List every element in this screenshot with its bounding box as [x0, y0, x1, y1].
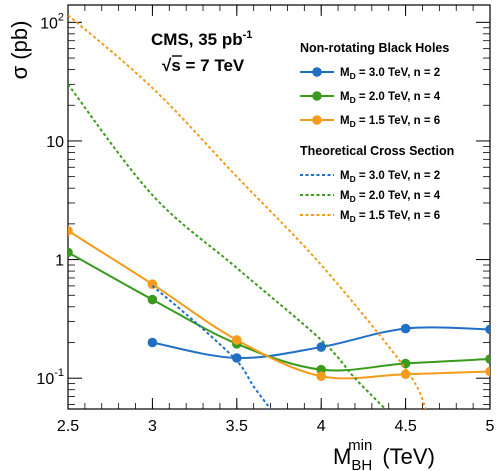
legend-label: MD = 3.0 TeV, n = 2	[340, 170, 440, 184]
data-point	[316, 371, 327, 381]
legend-label-rest: = 1.5 TeV, n = 6	[356, 115, 440, 127]
legend-label-rest: = 3.0 TeV, n = 2	[356, 67, 440, 79]
y-tick-base: 10	[36, 371, 54, 388]
axis-ticks	[67, 5, 491, 409]
legend-label-rest: = 2.0 TeV, n = 4	[356, 91, 441, 103]
data-point	[485, 324, 490, 335]
legend-label-sub: D	[350, 174, 356, 184]
y-axis-title: σ (pb)	[7, 21, 32, 80]
x-axis-title-main: M	[333, 444, 351, 469]
x-tick-label: 3	[148, 418, 157, 435]
measured-line-2	[68, 229, 490, 380]
measured-line-1	[68, 251, 490, 372]
data-point	[232, 335, 242, 345]
theory-line-4	[68, 83, 387, 409]
y-tick-label: 10-1	[36, 367, 64, 388]
x-axis-title-sup: min	[348, 437, 372, 454]
data-point	[485, 354, 490, 364]
legend-label-sub: D	[350, 214, 356, 224]
legend-label-sub: D	[350, 71, 356, 81]
legend-label-sub: D	[350, 95, 356, 105]
energy-text: s = 7 TeV	[171, 56, 245, 75]
legend-label-sub: D	[350, 194, 356, 204]
y-tick-base: 1	[55, 253, 64, 270]
data-point	[316, 342, 327, 352]
legend-label-rest: = 3.0 TeV, n = 2	[356, 170, 440, 182]
y-tick-label: 10	[46, 134, 64, 151]
energy-label: √s = 7 TeV	[162, 56, 245, 75]
data-point	[400, 358, 411, 369]
data-point	[147, 294, 158, 305]
data-point	[68, 247, 73, 258]
data-point	[147, 337, 158, 348]
energy-root: √	[162, 56, 172, 75]
legend-label: MD = 1.5 TeV, n = 6	[340, 210, 440, 224]
data-point	[147, 279, 158, 290]
x-tick-label: 2.5	[57, 418, 79, 435]
legend-entries: MD = 3.0 TeV, n = 2MD = 2.0 TeV, n = 4MD…	[300, 67, 441, 224]
x-axis-title-sub: BH	[351, 457, 372, 471]
theory-line-5	[68, 14, 427, 409]
legend-marker	[312, 91, 322, 101]
legend-label-rest: = 1.5 TeV, n = 6	[356, 210, 440, 222]
legend-label-main: M	[340, 210, 350, 222]
y-tick-base: 10	[46, 134, 64, 151]
y-tick-label: 1	[55, 253, 64, 270]
legend-group-theory-title: Theoretical Cross Section	[300, 144, 454, 158]
data-point	[68, 225, 73, 236]
experiment-sup: -1	[243, 29, 253, 41]
data-point	[485, 366, 490, 377]
theory-line-3	[151, 285, 272, 409]
legend-label-main: M	[340, 67, 350, 79]
legend-label-main: M	[340, 170, 350, 182]
y-tick-base: 10	[40, 15, 58, 32]
data-point	[232, 353, 242, 363]
legend-group-measured-title: Non-rotating Black Holes	[300, 41, 449, 55]
experiment-text: CMS, 35 pb	[151, 30, 243, 49]
series-layer	[68, 14, 490, 409]
x-tick-label: 4	[317, 418, 326, 435]
legend: Non-rotating Black Holes Theoretical Cro…	[300, 41, 454, 224]
y-tick-exp: -1	[54, 367, 64, 379]
x-tick-label: 4.5	[394, 418, 416, 435]
legend-label: MD = 1.5 TeV, n = 6	[340, 115, 440, 129]
x-tick-label: 5	[486, 418, 495, 435]
legend-label: MD = 3.0 TeV, n = 2	[340, 67, 440, 81]
legend-label-sub: D	[350, 119, 356, 129]
legend-label: MD = 2.0 TeV, n = 4	[340, 190, 441, 204]
legend-label: MD = 2.0 TeV, n = 4	[340, 91, 441, 105]
plot-frame	[67, 4, 491, 410]
legend-marker	[312, 67, 322, 77]
legend-marker	[312, 115, 322, 125]
legend-label-rest: = 2.0 TeV, n = 4	[356, 190, 441, 202]
data-point	[400, 323, 411, 334]
data-point	[400, 369, 411, 380]
legend-label-main: M	[340, 91, 350, 103]
y-tick-exp: 2	[58, 11, 64, 23]
x-axis-title: MBH min (TeV)	[333, 437, 435, 471]
x-axis-title-unit: (TeV)	[382, 444, 435, 469]
experiment-label: CMS, 35 pb-1	[151, 29, 252, 49]
x-tick-label: 3.5	[226, 418, 248, 435]
y-tick-label: 102	[40, 11, 64, 32]
legend-label-main: M	[340, 115, 350, 127]
legend-label-main: M	[340, 190, 350, 202]
